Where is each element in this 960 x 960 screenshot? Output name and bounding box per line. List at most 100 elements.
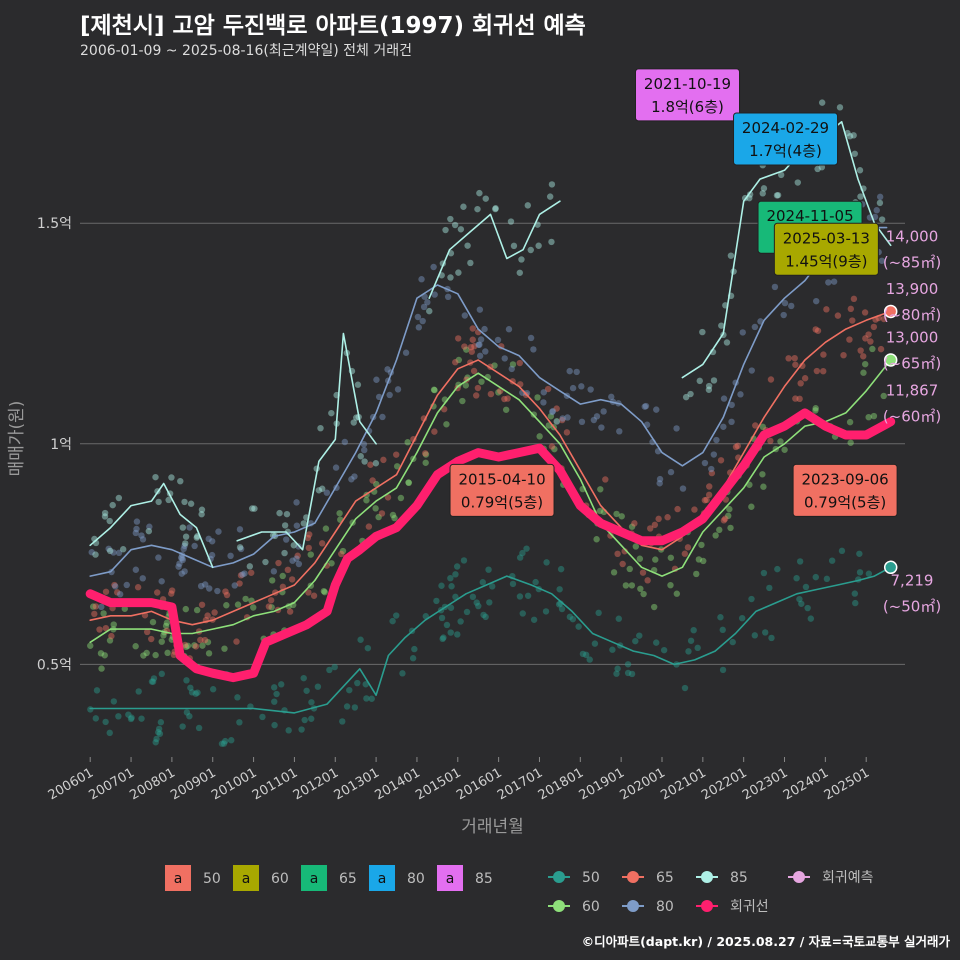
scatter-point: [851, 590, 859, 597]
annotation-date: 2015-04-10: [458, 470, 545, 488]
legend-line-label: 85: [730, 870, 748, 886]
scatter-point: [774, 191, 782, 199]
scatter-point: [133, 525, 140, 533]
scatter-point: [206, 585, 213, 592]
scatter-point: [187, 684, 194, 691]
scatter-point: [860, 353, 867, 360]
scatter-point: [305, 544, 312, 552]
scatter-point: [492, 205, 499, 213]
scatter-point: [187, 500, 195, 507]
scatter-point: [862, 335, 869, 342]
scatter-point: [183, 677, 190, 684]
x-tick-label: 201401: [372, 765, 422, 803]
scatter-point: [215, 528, 222, 535]
x-tick-label: 201001: [209, 765, 259, 803]
scatter-point: [705, 382, 713, 390]
scatter-point: [179, 555, 186, 562]
end-label-area: (~85㎡): [883, 253, 941, 271]
scatter-point: [553, 418, 561, 425]
scatter-point: [759, 471, 766, 478]
scatter-point: [301, 716, 308, 724]
x-tick-label: 201801: [536, 765, 586, 803]
scatter-point: [773, 192, 781, 199]
scatter-point: [409, 655, 417, 662]
scatter-point: [236, 719, 243, 726]
scatter-point: [321, 588, 328, 596]
scatter-point: [622, 582, 630, 589]
scatter-point: [397, 494, 405, 502]
scatter-point: [524, 202, 532, 209]
scatter-point: [555, 601, 563, 608]
scatter-point: [223, 602, 230, 609]
scatter-point: [179, 556, 186, 564]
scatter-point: [556, 586, 563, 593]
scatter-point: [92, 715, 100, 722]
scatter-point: [222, 737, 229, 745]
scatter-point: [543, 559, 550, 566]
x-tick-label: 202001: [618, 765, 668, 803]
scatter-point: [460, 557, 468, 564]
scatter-point: [368, 695, 375, 702]
scatter-point: [777, 171, 785, 179]
scatter-point: [461, 343, 468, 350]
x-tick-label: 201601: [454, 765, 504, 803]
scatter-point: [818, 99, 826, 106]
scatter-point: [595, 609, 602, 617]
scatter-point: [367, 461, 374, 468]
scatter-point: [840, 351, 847, 359]
scatter-point: [278, 681, 285, 688]
scatter-point: [262, 558, 269, 566]
legend-line-marker: [793, 871, 805, 883]
scatter-point: [656, 475, 664, 483]
scatter-point: [186, 524, 193, 531]
end-label-price: 11,867: [886, 382, 939, 400]
scatter-point: [364, 644, 372, 652]
scatter-point: [128, 714, 135, 721]
scatter-point: [476, 341, 483, 348]
scatter-point: [867, 338, 874, 345]
scatter-point: [812, 573, 819, 581]
scatter-point: [402, 349, 410, 356]
scatter-point: [285, 727, 292, 734]
scatter-point: [326, 666, 333, 674]
scatter-point: [636, 632, 643, 639]
scatter-point: [391, 514, 398, 522]
scatter-point: [751, 632, 759, 639]
scatter-point: [631, 520, 638, 527]
scatter-point: [828, 557, 836, 564]
scatter-point: [548, 443, 556, 450]
scatter-point: [469, 336, 476, 343]
scatter-point: [138, 532, 145, 539]
scatter-point: [92, 551, 99, 558]
scatter-point: [195, 724, 203, 732]
scatter-point: [384, 366, 391, 373]
legend-line-label: 80: [656, 899, 674, 915]
scatter-point: [284, 566, 292, 574]
scatter-point: [489, 583, 496, 590]
scatter-point: [467, 259, 474, 267]
scatter-point: [873, 207, 880, 214]
scatter-point: [106, 637, 114, 644]
scatter-point: [846, 336, 853, 343]
scatter-point: [271, 721, 278, 729]
scatter-point: [696, 377, 703, 385]
scatter-point: [415, 324, 423, 331]
scatter-point: [270, 684, 278, 691]
scatter-point: [760, 483, 767, 490]
end-label-price: 7,219: [891, 571, 934, 589]
scatter-point: [181, 568, 188, 575]
scatter-point: [191, 542, 198, 550]
scatter-point: [433, 597, 440, 605]
scatter-point: [101, 509, 109, 517]
scatter-point: [149, 678, 157, 685]
scatter-point: [451, 221, 459, 229]
scatter-point: [652, 556, 659, 563]
scatter-point: [373, 480, 380, 488]
legend-fill-label: 50: [203, 871, 221, 887]
scatter-point: [204, 612, 211, 619]
scatter-point: [847, 305, 855, 313]
scatter-point: [305, 589, 312, 596]
scatter-point: [93, 687, 101, 694]
scatter-point: [728, 418, 735, 426]
scatter-point: [155, 554, 162, 561]
